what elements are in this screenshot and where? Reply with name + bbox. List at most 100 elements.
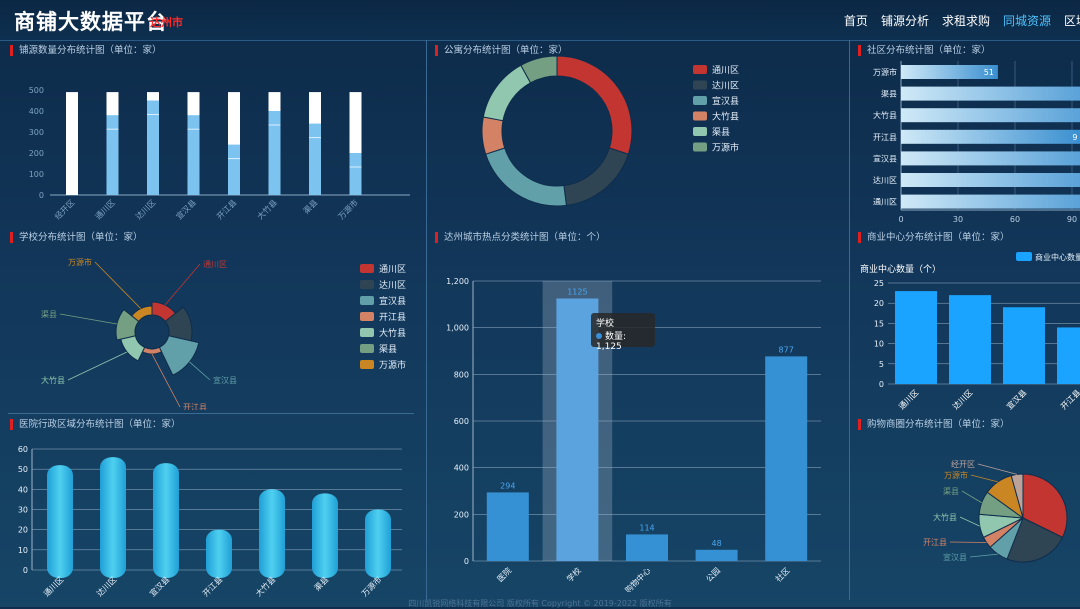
x-tick-label: 经开区 — [52, 197, 76, 221]
y-tick-label: 800 — [454, 370, 469, 379]
donut-slice — [481, 116, 506, 155]
y-tick-label: 0 — [39, 191, 44, 200]
city-hotspot-panel: 达州城市热点分类统计图（单位：个） 0 200 400 600 800 1,000 1,20… — [435, 232, 840, 592]
shopping-district-panel: 购物商圈分布统计图（单位：家） 宣汉县 开江县 大竹县 渠县 万源市 经开区 — [858, 419, 1080, 599]
bar-used — [349, 153, 362, 195]
y-tick-label: 15 — [874, 319, 884, 328]
rose-slice — [158, 335, 200, 376]
panel-title: 达州城市热点分类统计图（单位：个） — [435, 232, 606, 243]
x-tick-label: 医院 — [495, 565, 513, 583]
x-tick-label: 开江县 — [1059, 388, 1080, 410]
hospital-distribution-panel: 医院行政区域分布统计图（单位：家） 0 10 20 30 40 50 60 通川区 达川区 宣汉县… — [10, 419, 420, 599]
legend-label: 渠县 — [712, 126, 730, 138]
business-center-panel: 商业中心分布统计图（单位：家） 商业中心数量 商业中心数量（个） 0 5 10 15 20 2… — [858, 232, 1080, 410]
rose-slice — [120, 335, 146, 362]
bar — [901, 151, 1080, 166]
y-tick-label: 通川区 — [873, 197, 897, 207]
panel-title: 学校分布统计图（单位：家） — [10, 232, 143, 243]
bar — [1003, 307, 1045, 384]
nav-city-resources[interactable]: 同城资源 — [1002, 14, 1051, 28]
top-nav: 首页 铺源分析 求租求购 同城资源 区域 — [844, 12, 1080, 29]
y-tick-label: 5 — [879, 360, 884, 369]
x-tick-label: 宣汉县 — [1004, 387, 1028, 410]
bar — [901, 173, 1080, 187]
legend-swatch — [360, 360, 374, 369]
bar — [626, 534, 668, 561]
label-leader-line — [959, 516, 980, 527]
y-tick-label: 万源市 — [873, 67, 897, 77]
legend-label: 开江县 — [379, 312, 406, 323]
bar — [901, 194, 1080, 209]
city-hotspot-chart: 0 200 400 600 800 1,000 1,200 294 医院 1125 学校 114 购物中… — [446, 277, 821, 592]
chart-tooltip: 学校 数量: 1,125 — [591, 313, 655, 352]
y-tick-label: 30 — [18, 506, 28, 515]
nav-region[interactable]: 区域 — [1063, 14, 1080, 28]
tooltip-label: 数量 — [605, 332, 624, 342]
x-tick-label: 学校 — [564, 565, 582, 583]
nav-rent-buy[interactable]: 求租求购 — [941, 14, 990, 28]
series-dot-icon — [596, 333, 602, 339]
donut-slice — [556, 55, 633, 155]
bar — [895, 291, 937, 384]
slice-label: 万源市 — [68, 257, 92, 267]
slice-label: 开江县 — [923, 538, 947, 547]
panel-title: 社区分布统计图（单位：家） — [858, 45, 991, 56]
panel-title: 医院行政区域分布统计图（单位：家） — [10, 419, 181, 430]
slice-label: 渠县 — [41, 309, 57, 319]
label-leader-line — [949, 541, 987, 543]
x-tick-label: 达川区 — [950, 387, 974, 410]
x-tick-label: 0 — [898, 215, 903, 224]
x-tick-label: 通川区 — [896, 387, 920, 410]
bar — [365, 509, 391, 578]
bar — [1057, 327, 1080, 384]
bar — [901, 65, 998, 79]
x-tick-label: 购物中心 — [623, 565, 653, 592]
slice-label: 大竹县 — [41, 375, 65, 385]
school-distribution-panel: 学校分布统计图（单位：家） 通川区 宣汉县 开江县 大竹县 渠县 万源市 通川区 达川区 宣汉县… — [10, 232, 420, 410]
nav-home[interactable]: 首页 — [843, 14, 868, 28]
bar — [153, 463, 179, 578]
x-tick-label: 万源市 — [359, 574, 383, 598]
y-tick-label: 200 — [29, 149, 44, 158]
x-tick-label: 30 — [953, 215, 963, 224]
x-tick-label: 通川区 — [41, 574, 65, 598]
bar — [901, 86, 1080, 101]
legend-swatch — [360, 264, 374, 273]
legend-label: 大竹县 — [712, 111, 739, 123]
donut-slice — [485, 147, 567, 207]
apartment-distribution-panel: 公寓分布统计图（单位：家） 通川区 达川区 宣汉县 大竹县 渠县 万源市 — [435, 45, 840, 225]
donut-slice — [520, 55, 558, 84]
slice-label: 万源市 — [944, 470, 968, 480]
legend-swatch — [693, 142, 707, 152]
y-tick-label: 1,000 — [446, 324, 469, 333]
x-tick-label: 社区 — [773, 565, 791, 583]
pie-slice — [1022, 473, 1068, 539]
label-leader-line — [977, 463, 1018, 475]
y-tick-label: 0 — [879, 380, 884, 389]
bar-used — [268, 111, 281, 195]
nav-shop-analysis[interactable]: 铺源分析 — [880, 14, 929, 28]
label-leader-line — [164, 263, 201, 306]
y-tick-label: 20 — [874, 299, 884, 308]
row-divider — [8, 413, 414, 414]
label-leader-line — [94, 261, 142, 309]
community-distribution-panel: 社区分布统计图（单位：家） 0 30 60 90 万源市 51 渠县 大竹县 开江县 9 宣汉县 达川… — [858, 45, 1080, 225]
x-tick-label: 达川区 — [94, 574, 118, 598]
city-selector[interactable]: 达州市 — [150, 16, 183, 29]
y-tick-label: 10 — [18, 546, 28, 555]
legend-label: 万源市 — [712, 142, 739, 154]
app-title: 商铺大数据平台 — [14, 10, 168, 34]
y-tick-label: 开江县 — [873, 133, 897, 142]
x-tick-label: 大竹县 — [253, 574, 277, 598]
bar-used — [187, 115, 200, 195]
label-leader-line — [151, 353, 181, 408]
shop-distribution-panel: 铺源数量分布统计图（单位：家） 0 100 200 300 400 500 经开区 通川区 达川… — [10, 45, 420, 225]
bar — [486, 492, 529, 561]
y-tick-label: 10 — [874, 340, 884, 349]
y-tick-label: 达川区 — [873, 175, 897, 185]
